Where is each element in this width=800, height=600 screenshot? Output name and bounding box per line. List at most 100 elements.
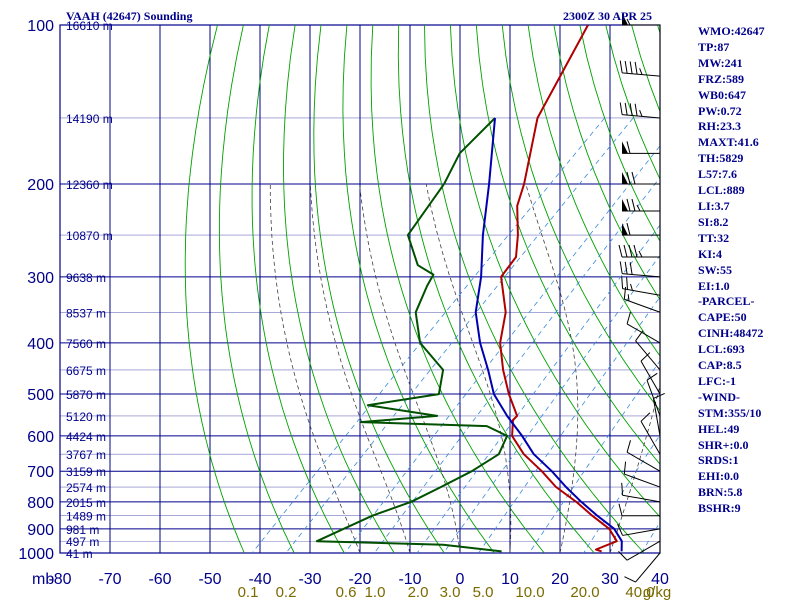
- sounding-index-item: SHR+:0.0: [698, 437, 749, 452]
- wind-barb: [652, 392, 665, 436]
- barb-shaft: [624, 298, 661, 313]
- moist-adiabat: [609, 383, 660, 553]
- barb-pennant: [622, 223, 628, 236]
- moist-adiabat: [269, 183, 361, 553]
- wind-barb: [622, 171, 660, 185]
- barb-shaft: [622, 72, 661, 77]
- barb-half-feather: [638, 250, 643, 258]
- barb-half-feather: [639, 109, 643, 117]
- temperature-tick-label: 0: [456, 571, 465, 588]
- sounding-index-item: LI:3.7: [698, 198, 730, 213]
- temperature-tick-label: 10: [501, 571, 519, 588]
- temperature-profile: [499, 25, 618, 553]
- temperature-tick-label: -20: [348, 571, 371, 588]
- mixing-ratio-line: [478, 296, 660, 553]
- sounding-index-item: TT:32: [698, 230, 730, 245]
- barb-half-feather: [630, 283, 633, 291]
- barb-full-feather: [635, 330, 644, 342]
- barb-full-feather: [626, 171, 631, 185]
- height-label: 9638 m: [66, 271, 106, 285]
- sounding-index-item: KI:4: [698, 246, 722, 261]
- sounding-index-item: WMO:42647: [698, 24, 765, 38]
- wind-barb: [621, 482, 661, 503]
- height-label: 5870 m: [66, 388, 106, 402]
- sounding-index-item: STM:355/10: [698, 405, 762, 420]
- barb-full-feather: [623, 461, 627, 475]
- barb-full-feather: [629, 61, 633, 74]
- barb-full-feather: [618, 503, 623, 516]
- temperature-tick-label: -10: [398, 571, 421, 588]
- wind-barb: [618, 540, 661, 561]
- pressure-unit-label: mb: [32, 571, 54, 588]
- wind-barb: [621, 276, 661, 296]
- sounding-index-item: SRDS:1: [698, 453, 739, 468]
- barb-shaft: [622, 528, 661, 536]
- barb-full-feather: [624, 102, 628, 116]
- sounding-index-item: TP:87: [698, 39, 730, 54]
- barb-shaft: [640, 421, 661, 455]
- sounding-index-item: MW:241: [698, 55, 743, 70]
- barb-full-feather: [629, 262, 633, 275]
- pressure-label: 900: [27, 522, 54, 539]
- barb-full-feather: [623, 244, 628, 258]
- height-label: 497 m: [66, 535, 99, 549]
- barb-full-feather: [634, 61, 638, 75]
- barb-shaft: [622, 494, 661, 503]
- barb-full-feather: [626, 277, 629, 290]
- barb-full-feather: [617, 523, 624, 536]
- mixing-ratio-label: 0.2: [276, 584, 297, 600]
- chart-title: VAAH (42647) Sounding: [66, 9, 193, 23]
- sounding-index-item: L57:7.6: [698, 167, 737, 182]
- barb-full-feather: [640, 412, 651, 422]
- mixing-ratio-label: 10.0: [515, 584, 544, 600]
- sounding-index-item: CAP:8.5: [698, 358, 742, 373]
- wind-barb: [622, 222, 660, 236]
- height-label: 6675 m: [66, 364, 106, 378]
- barb-shaft: [626, 451, 661, 472]
- barb-full-feather: [619, 102, 623, 115]
- dry-adiabat: [424, 25, 645, 553]
- sounding-index-item: HEL:49: [698, 421, 740, 436]
- pressure-label: 200: [27, 177, 54, 194]
- sounding-index-item: LFC:-1: [698, 373, 736, 388]
- mixing-ratio-label: 0.6: [336, 584, 357, 600]
- wind-barb: [619, 102, 661, 119]
- mixing-ratio-line: [344, 145, 660, 553]
- pressure-label: 500: [27, 387, 54, 404]
- barb-full-feather: [646, 372, 658, 381]
- height-label: 3767 m: [66, 448, 106, 462]
- pressure-label: 700: [27, 464, 54, 481]
- barb-full-feather: [619, 60, 623, 73]
- barb-full-feather: [624, 576, 636, 583]
- barb-full-feather: [624, 60, 628, 74]
- barb-full-feather: [626, 198, 631, 212]
- sounding-index-item: -PARCEL-: [698, 294, 755, 309]
- mixing-ratio-line: [528, 360, 660, 553]
- sounding-index-item: CAPE:50: [698, 310, 747, 325]
- pressure-label: 800: [27, 495, 54, 512]
- pressure-temperature-grid: [59, 24, 661, 554]
- barb-full-feather: [640, 352, 651, 362]
- mixing-ratio-label: 20.0: [570, 584, 599, 600]
- mixing-ratio-line: [251, 117, 605, 553]
- parcel-profile: [474, 117, 623, 552]
- sounding-index-item: RH:23.3: [698, 119, 741, 134]
- mixing-ratio-label: 1.0: [365, 584, 386, 600]
- height-label: 3159 m: [66, 465, 106, 479]
- mixing-ratio-label: 0.1: [238, 584, 259, 600]
- height-label: 10870 m: [66, 229, 113, 243]
- sounding-index-item: BRN:5.8: [698, 485, 743, 500]
- wind-barb: [635, 330, 661, 371]
- temperature-tick-label: 40: [651, 571, 669, 588]
- barb-full-feather: [626, 311, 631, 325]
- wind-barb: [622, 198, 660, 212]
- barb-full-feather: [626, 222, 631, 236]
- pressure-label: 600: [27, 429, 54, 446]
- height-label: 981 m: [66, 523, 99, 537]
- mixing-ratio-line: [416, 224, 660, 553]
- barb-pennant: [622, 141, 628, 154]
- sounding-index-item: SI:8.2: [698, 214, 729, 229]
- dry-adiabat: [527, 25, 660, 357]
- sounding-index-item: MAXT:41.6: [698, 135, 759, 150]
